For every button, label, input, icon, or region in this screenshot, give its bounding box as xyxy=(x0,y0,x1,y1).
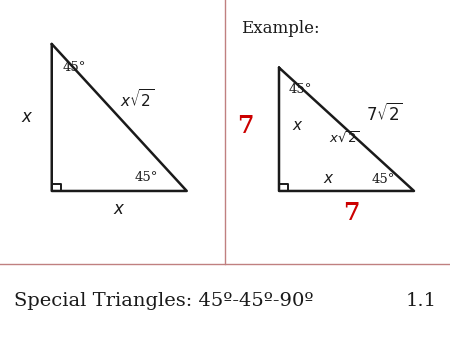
Text: 45°: 45° xyxy=(371,173,395,186)
Text: $x$: $x$ xyxy=(323,172,334,186)
Text: 7: 7 xyxy=(343,201,359,225)
Text: 1.1: 1.1 xyxy=(405,292,436,310)
Text: $7\sqrt{2}$: $7\sqrt{2}$ xyxy=(366,103,403,125)
Text: 45°: 45° xyxy=(135,171,158,184)
Text: Special Triangles: 45º-45º-90º: Special Triangles: 45º-45º-90º xyxy=(14,292,313,310)
Text: $x\sqrt{2}$: $x\sqrt{2}$ xyxy=(329,130,360,145)
Text: Example:: Example: xyxy=(241,20,320,37)
Text: $x$: $x$ xyxy=(113,201,126,218)
Text: $x\sqrt{2}$: $x\sqrt{2}$ xyxy=(120,88,154,110)
Text: 45°: 45° xyxy=(63,61,86,74)
Text: 7: 7 xyxy=(237,114,253,138)
Text: $x$: $x$ xyxy=(292,119,304,133)
Text: 45°: 45° xyxy=(289,83,312,96)
Text: $x$: $x$ xyxy=(21,109,33,126)
